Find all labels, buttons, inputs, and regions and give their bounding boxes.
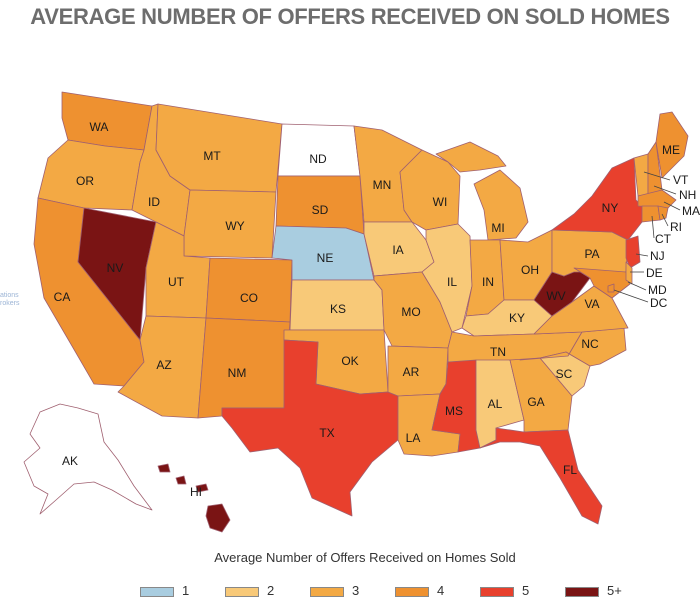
- state-label-MN: MN: [373, 178, 392, 192]
- state-label-MT: MT: [203, 149, 221, 163]
- state-label-NE: NE: [317, 251, 334, 265]
- state-ND[interactable]: [277, 123, 361, 177]
- state-label-CT: CT: [655, 232, 672, 246]
- state-AK[interactable]: [23, 403, 153, 515]
- legend-swatch-4: [395, 587, 429, 597]
- state-label-MS: MS: [445, 404, 463, 418]
- state-label-WV: WV: [546, 289, 565, 303]
- states-layer: [23, 91, 689, 533]
- state-label-AK: AK: [62, 454, 78, 468]
- state-label-TN: TN: [490, 345, 506, 359]
- state-label-LA: LA: [406, 431, 421, 445]
- state-label-WY: WY: [225, 219, 244, 233]
- state-label-OR: OR: [76, 174, 94, 188]
- state-label-IL: IL: [447, 275, 457, 289]
- state-label-WI: WI: [433, 195, 448, 209]
- state-label-PA: PA: [584, 247, 599, 261]
- legend-swatch-1: [140, 587, 174, 597]
- state-label-NH: NH: [679, 188, 696, 202]
- state-label-MA: MA: [682, 204, 700, 218]
- state-ME[interactable]: [655, 111, 689, 179]
- legend-label-2: 2: [267, 583, 275, 598]
- state-HI-1[interactable]: [157, 463, 171, 473]
- state-label-OK: OK: [341, 354, 358, 368]
- legend-label-5plus: 5+: [607, 583, 622, 598]
- legend-swatch-2: [225, 587, 259, 597]
- state-label-SC: SC: [556, 367, 573, 381]
- legend-label-5: 5: [522, 583, 530, 598]
- state-label-VT: VT: [673, 173, 689, 187]
- legend-label-1: 1: [182, 583, 190, 598]
- state-label-AR: AR: [403, 365, 420, 379]
- legend-title: Average Number of Offers Received on Hom…: [214, 550, 516, 565]
- state-label-MI: MI: [491, 221, 504, 235]
- state-label-NV: NV: [107, 261, 124, 275]
- state-label-MO: MO: [401, 305, 420, 319]
- state-CO[interactable]: [205, 257, 293, 323]
- state-label-DC: DC: [650, 296, 668, 310]
- state-label-NJ: NJ: [650, 249, 665, 263]
- state-label-CA: CA: [54, 290, 71, 304]
- watermark-line-2: rokers: [0, 300, 20, 307]
- legend-swatch-5: [480, 587, 514, 597]
- map-title: AVERAGE NUMBER OF OFFERS RECEIVED ON SOL…: [30, 4, 670, 29]
- state-label-HI: HI: [190, 485, 202, 499]
- state-MI[interactable]: [473, 169, 529, 241]
- state-label-FL: FL: [563, 463, 577, 477]
- watermark-fragment: ations rokers: [0, 292, 24, 308]
- state-label-NC: NC: [581, 337, 599, 351]
- state-labels: WA OR CA NV ID MT WY UT AZ CO NM ND SD N…: [54, 120, 700, 499]
- state-MI-upper[interactable]: [435, 141, 507, 173]
- state-MT[interactable]: [155, 103, 283, 193]
- state-label-GA: GA: [527, 395, 544, 409]
- leader-lines: [613, 171, 681, 303]
- legend-label-4: 4: [437, 583, 445, 598]
- state-WY[interactable]: [183, 189, 277, 259]
- state-label-IA: IA: [392, 243, 403, 257]
- state-RI[interactable]: [657, 205, 669, 221]
- state-NY[interactable]: [551, 157, 647, 241]
- state-label-CO: CO: [240, 291, 258, 305]
- state-label-KS: KS: [330, 302, 346, 316]
- state-label-UT: UT: [168, 275, 185, 289]
- state-label-DE: DE: [646, 266, 663, 280]
- state-NJ[interactable]: [625, 235, 641, 269]
- legend-swatch-5plus: [565, 587, 599, 597]
- legend: 1 2 3 4 5 5+: [110, 582, 630, 602]
- state-DC[interactable]: [607, 283, 615, 293]
- state-HI-2[interactable]: [175, 475, 187, 485]
- state-label-IN: IN: [482, 275, 494, 289]
- state-label-AL: AL: [488, 397, 503, 411]
- state-label-WA: WA: [90, 120, 109, 134]
- state-CT[interactable]: [641, 205, 661, 223]
- state-VT[interactable]: [633, 153, 649, 197]
- state-HI-4[interactable]: [205, 503, 231, 533]
- state-label-KY: KY: [509, 311, 525, 325]
- state-label-VA: VA: [584, 297, 599, 311]
- state-NV[interactable]: [77, 207, 157, 341]
- state-label-OH: OH: [521, 263, 539, 277]
- state-label-AZ: AZ: [156, 358, 171, 372]
- state-label-MD: MD: [648, 283, 667, 297]
- state-label-SD: SD: [312, 203, 329, 217]
- legend-label-3: 3: [352, 583, 360, 598]
- state-label-NY: NY: [602, 201, 619, 215]
- state-FL[interactable]: [479, 427, 603, 525]
- state-label-ID: ID: [148, 195, 160, 209]
- legend-swatch-3: [310, 587, 344, 597]
- state-TX[interactable]: [221, 339, 399, 517]
- state-label-NM: NM: [228, 366, 247, 380]
- state-label-RI: RI: [670, 220, 682, 234]
- state-label-TX: TX: [319, 426, 334, 440]
- watermark-line-1: ations: [0, 292, 19, 299]
- state-HI-3[interactable]: [195, 483, 209, 493]
- state-label-ND: ND: [309, 152, 327, 166]
- state-label-ME: ME: [662, 143, 680, 157]
